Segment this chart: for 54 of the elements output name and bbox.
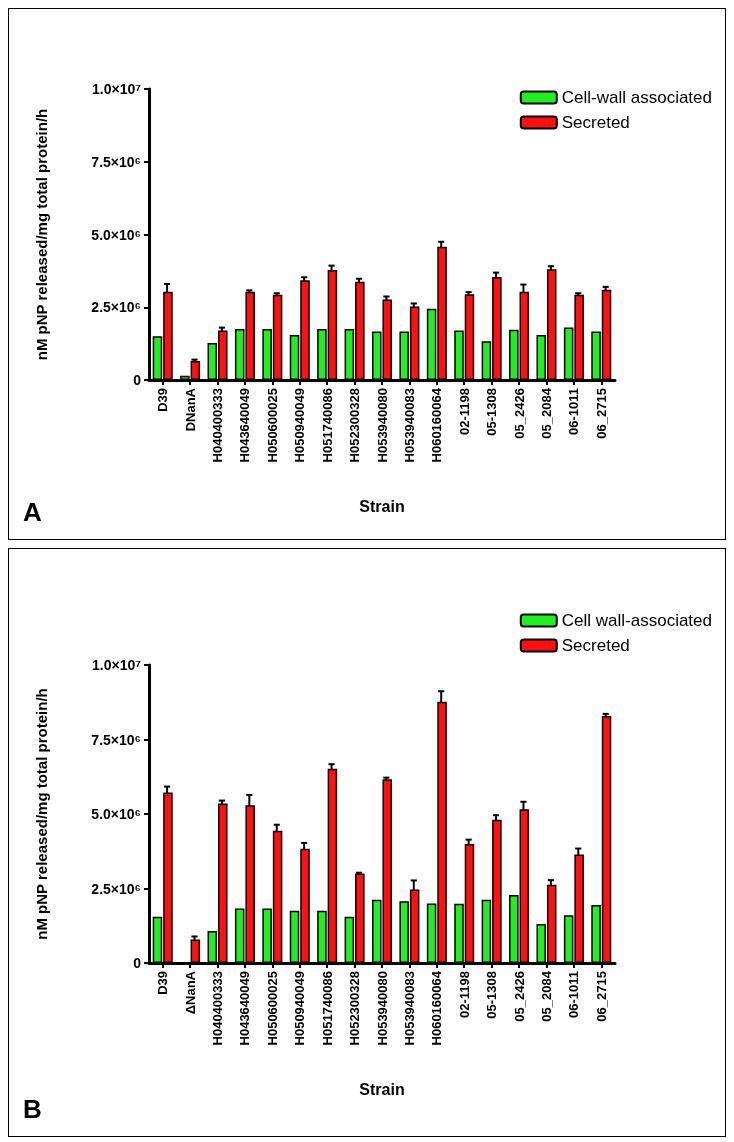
x-tick-label: 05-1308 (484, 971, 500, 1019)
y-axis-title: nM pNP released/mg total protein/h (33, 688, 50, 940)
y-tick-label: 0 (133, 372, 142, 388)
y-tick-label: 7.5×10⁶ (91, 731, 141, 748)
x-tick-label: H053940083 (401, 971, 417, 1046)
x-tick-label: 06_2715 (593, 971, 609, 1022)
x-tick-label: 05_2084 (538, 387, 554, 439)
x-tick-label: 05-1308 (484, 388, 500, 436)
x-tick-label: H051740086 (319, 388, 335, 463)
x-tick-label: H050940049 (292, 971, 308, 1046)
legend-label: Cell-wall associated (561, 88, 713, 107)
y-tick-label: 1.0×10⁷ (92, 81, 142, 97)
legend-label: Secreted (561, 636, 630, 655)
x-axis-title: Strain (359, 1080, 405, 1098)
text: B (23, 1094, 42, 1124)
x-tick-label: H051740086 (319, 971, 335, 1046)
y-tick-label: 5.0×10⁶ (91, 806, 141, 822)
x-tick-label: 06-1011 (566, 388, 582, 435)
x-tick-label: H050600025 (264, 388, 280, 463)
x-tick-label: D39 (155, 971, 171, 995)
x-tick-label: 06_2715 (593, 388, 609, 439)
y-tick-label: 2.5×10⁶ (91, 880, 141, 897)
x-tick-label: H060160064 (429, 970, 445, 1046)
x-tick-label: H040400333 (210, 388, 226, 463)
legend-label: Cell wall-associated (561, 611, 713, 630)
x-tick-label: 05_2426 (511, 388, 527, 439)
x-tick-label: H053940080 (374, 971, 390, 1046)
x-tick-label: 05_2426 (511, 971, 527, 1022)
x-tick-label: H053940080 (374, 388, 390, 463)
y-tick-label: 5.0×10⁶ (91, 226, 141, 243)
x-tick-label: H052300328 (347, 388, 363, 463)
x-tick-label: H050600025 (264, 971, 280, 1046)
y-tick-label: 7.5×10⁶ (91, 153, 141, 170)
x-tick-label: H053940083 (401, 388, 417, 463)
y-axis-title: nM pNP released/mg total protein/h (33, 108, 50, 361)
x-axis-title: Strain (359, 497, 405, 515)
x-tick-label: DNanA (182, 387, 198, 432)
x-tick-label: H050940049 (292, 388, 308, 463)
x-tick-label: 02-1198 (456, 388, 472, 435)
text: A (23, 497, 42, 527)
x-tick-label: 05_2084 (538, 970, 554, 1022)
legend-label: Secreted (561, 113, 630, 132)
x-tick-label: H040400333 (210, 971, 226, 1046)
x-tick-label: H060160064 (429, 387, 445, 463)
x-tick-label: 06-1011 (566, 971, 582, 1018)
x-tick-label: H043640049 (237, 388, 253, 463)
x-tick-label: D39 (155, 388, 171, 412)
y-tick-label: 1.0×10⁷ (92, 657, 142, 673)
x-tick-label: H052300328 (347, 971, 363, 1046)
y-tick-label: 0 (133, 955, 142, 971)
x-tick-label: 02-1198 (456, 971, 472, 1018)
y-tick-label: 2.5×10⁶ (91, 299, 141, 316)
x-tick-label: ΔNanA (182, 970, 198, 1015)
x-tick-label: H043640049 (237, 971, 253, 1046)
